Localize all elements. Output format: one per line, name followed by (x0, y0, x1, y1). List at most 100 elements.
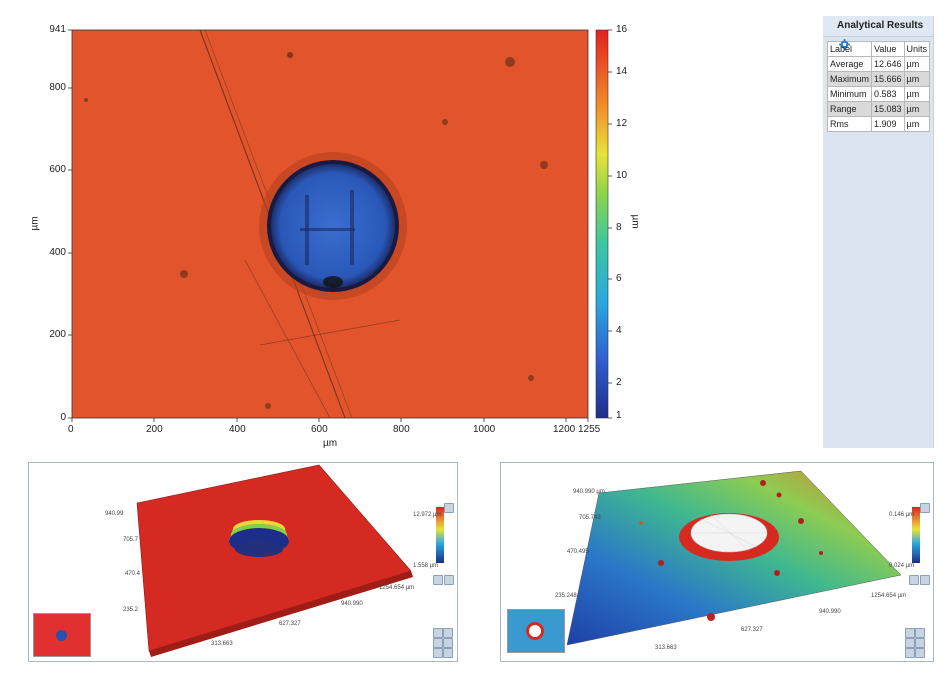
view3d-right-panel[interactable]: 0.146 µm 0.024 µm 940.990 µm 705.743 470… (500, 462, 934, 662)
x-axis-label: 313.663 (211, 641, 233, 647)
view3d-right-thumbnail[interactable] (507, 609, 565, 653)
pan-left-button[interactable] (905, 638, 915, 648)
colorbar-top-label: 12.972 µm (413, 512, 442, 518)
row-units: µm (903, 56, 931, 72)
x-axis-label: 627.327 (279, 621, 301, 627)
table-row[interactable]: Average 12.646 µm (826, 56, 931, 72)
row-value: 12.646 (871, 56, 905, 72)
pan-right-button[interactable] (915, 638, 925, 648)
x-tick: 800 (393, 424, 410, 435)
view3d-left-panel[interactable]: 12.972 µm 1.558 µm 940.99 705.7 470.4 23… (28, 462, 458, 662)
x-tick: 1255 (578, 424, 601, 435)
rotate-up-button[interactable] (444, 503, 454, 513)
row-value: 1.909 (871, 116, 905, 132)
hole-bottom (271, 164, 395, 288)
colorbar-top-label: 0.146 µm (889, 512, 915, 518)
table-header-row: Label Value Units (826, 41, 931, 57)
table-row[interactable]: Rms 1.909 µm (826, 116, 931, 132)
pan-up-button[interactable] (443, 628, 453, 638)
y-tick: 400 (49, 247, 66, 258)
fit-view-button[interactable] (909, 575, 919, 585)
analytical-results-header: Analytical Results (823, 16, 933, 50)
view3d-right-colorbar (912, 507, 920, 563)
results-table: Label Value Units Average 12.646 µm Maxi… (826, 41, 931, 132)
row-units: µm (903, 71, 931, 87)
rotate-down-button[interactable] (920, 575, 930, 585)
row-value: 0.583 (871, 86, 905, 102)
y-axis-label: 705.7 (123, 537, 139, 543)
x-tick: 600 (311, 424, 328, 435)
zoom-out-button[interactable] (905, 648, 915, 658)
pan-left-button[interactable] (433, 638, 443, 648)
y-axis-label: 235.248 (555, 593, 577, 599)
row-units: µm (903, 116, 931, 132)
x-tick: 1200 (553, 424, 576, 435)
y-tick: 941 (49, 24, 66, 35)
y-axis-label: 470.4 (125, 571, 141, 577)
y-axis-label: 470.495 (567, 549, 589, 555)
rotate-down-button[interactable] (444, 575, 454, 585)
analytical-results-title: Analytical Results (837, 20, 924, 31)
y-axis-label: 705.743 (579, 515, 601, 521)
y-axis-label: µm (29, 216, 41, 231)
row-label: Rms (826, 116, 873, 132)
x-axis-label: 940.990 (819, 609, 841, 615)
colorbar-tick: 10 (616, 170, 628, 181)
row-value: 15.083 (871, 101, 905, 117)
row-label: Minimum (826, 86, 873, 102)
view3d-left-surface[interactable] (29, 463, 457, 661)
colorbar-label: µm (629, 214, 641, 229)
rotate-up-button[interactable] (920, 503, 930, 513)
x-axis-label: µm (323, 438, 338, 449)
x-axis-label: 627.327 (741, 627, 763, 633)
x-axis-label: 1254.654 µm (871, 593, 907, 599)
pan-right-button[interactable] (443, 638, 453, 648)
heightmap-image[interactable] (0, 0, 620, 450)
y-tick: 200 (49, 329, 66, 340)
colorbar-tick: 6 (616, 273, 622, 284)
view3d-left-colorbar (436, 507, 444, 563)
y-axis-label: 235.2 (123, 607, 139, 613)
x-tick: 1000 (473, 424, 496, 435)
colorbar-tick: 14 (616, 66, 628, 77)
table-row[interactable]: Range 15.083 µm (826, 101, 931, 117)
table-row[interactable]: Minimum 0.583 µm (826, 86, 931, 102)
row-label: Range (826, 101, 873, 117)
colorbar (595, 29, 609, 419)
table-row[interactable]: Maximum 15.666 µm (826, 71, 931, 87)
row-label: Maximum (826, 71, 873, 87)
fit-view-button[interactable] (433, 575, 443, 585)
pan-down-button[interactable] (915, 648, 925, 658)
zoom-out-button[interactable] (433, 648, 443, 658)
row-label: Average (826, 56, 873, 72)
colorbar-tick: 4 (616, 325, 622, 336)
x-tick: 0 (68, 424, 74, 435)
x-axis-label: 940.990 (341, 601, 363, 607)
x-axis-label: 1254.654 µm (379, 585, 415, 591)
x-tick: 400 (229, 424, 246, 435)
colorbar-tick: 1 (616, 410, 622, 421)
y-axis-label: 940.990 µm (573, 489, 605, 495)
colorbar-tick: 12 (616, 118, 628, 129)
pan-down-button[interactable] (443, 648, 453, 658)
row-units: µm (903, 101, 931, 117)
y-axis-label: 940.99 (105, 511, 124, 517)
row-units: µm (903, 86, 931, 102)
column-header: Units (903, 41, 931, 57)
analytical-results-panel: Analytical Results Label Value Units Ave… (823, 16, 934, 448)
colorbar-bottom-label: 1.558 µm (413, 563, 439, 569)
colorbar-tick: 8 (616, 222, 622, 233)
zoom-in-button[interactable] (433, 628, 443, 638)
y-tick: 0 (60, 412, 66, 423)
view3d-right-surface[interactable] (501, 463, 933, 661)
x-axis-label: 313.663 (655, 645, 677, 651)
colorbar-bottom-label: 0.024 µm (889, 563, 915, 569)
pan-up-button[interactable] (915, 628, 925, 638)
y-tick: 800 (49, 82, 66, 93)
colorbar-tick: 16 (616, 24, 628, 35)
y-tick: 600 (49, 164, 66, 175)
view3d-left-thumbnail[interactable] (33, 613, 91, 657)
column-header: Value (871, 41, 905, 57)
zoom-in-button[interactable] (905, 628, 915, 638)
colorbar-tick: 2 (616, 377, 622, 388)
